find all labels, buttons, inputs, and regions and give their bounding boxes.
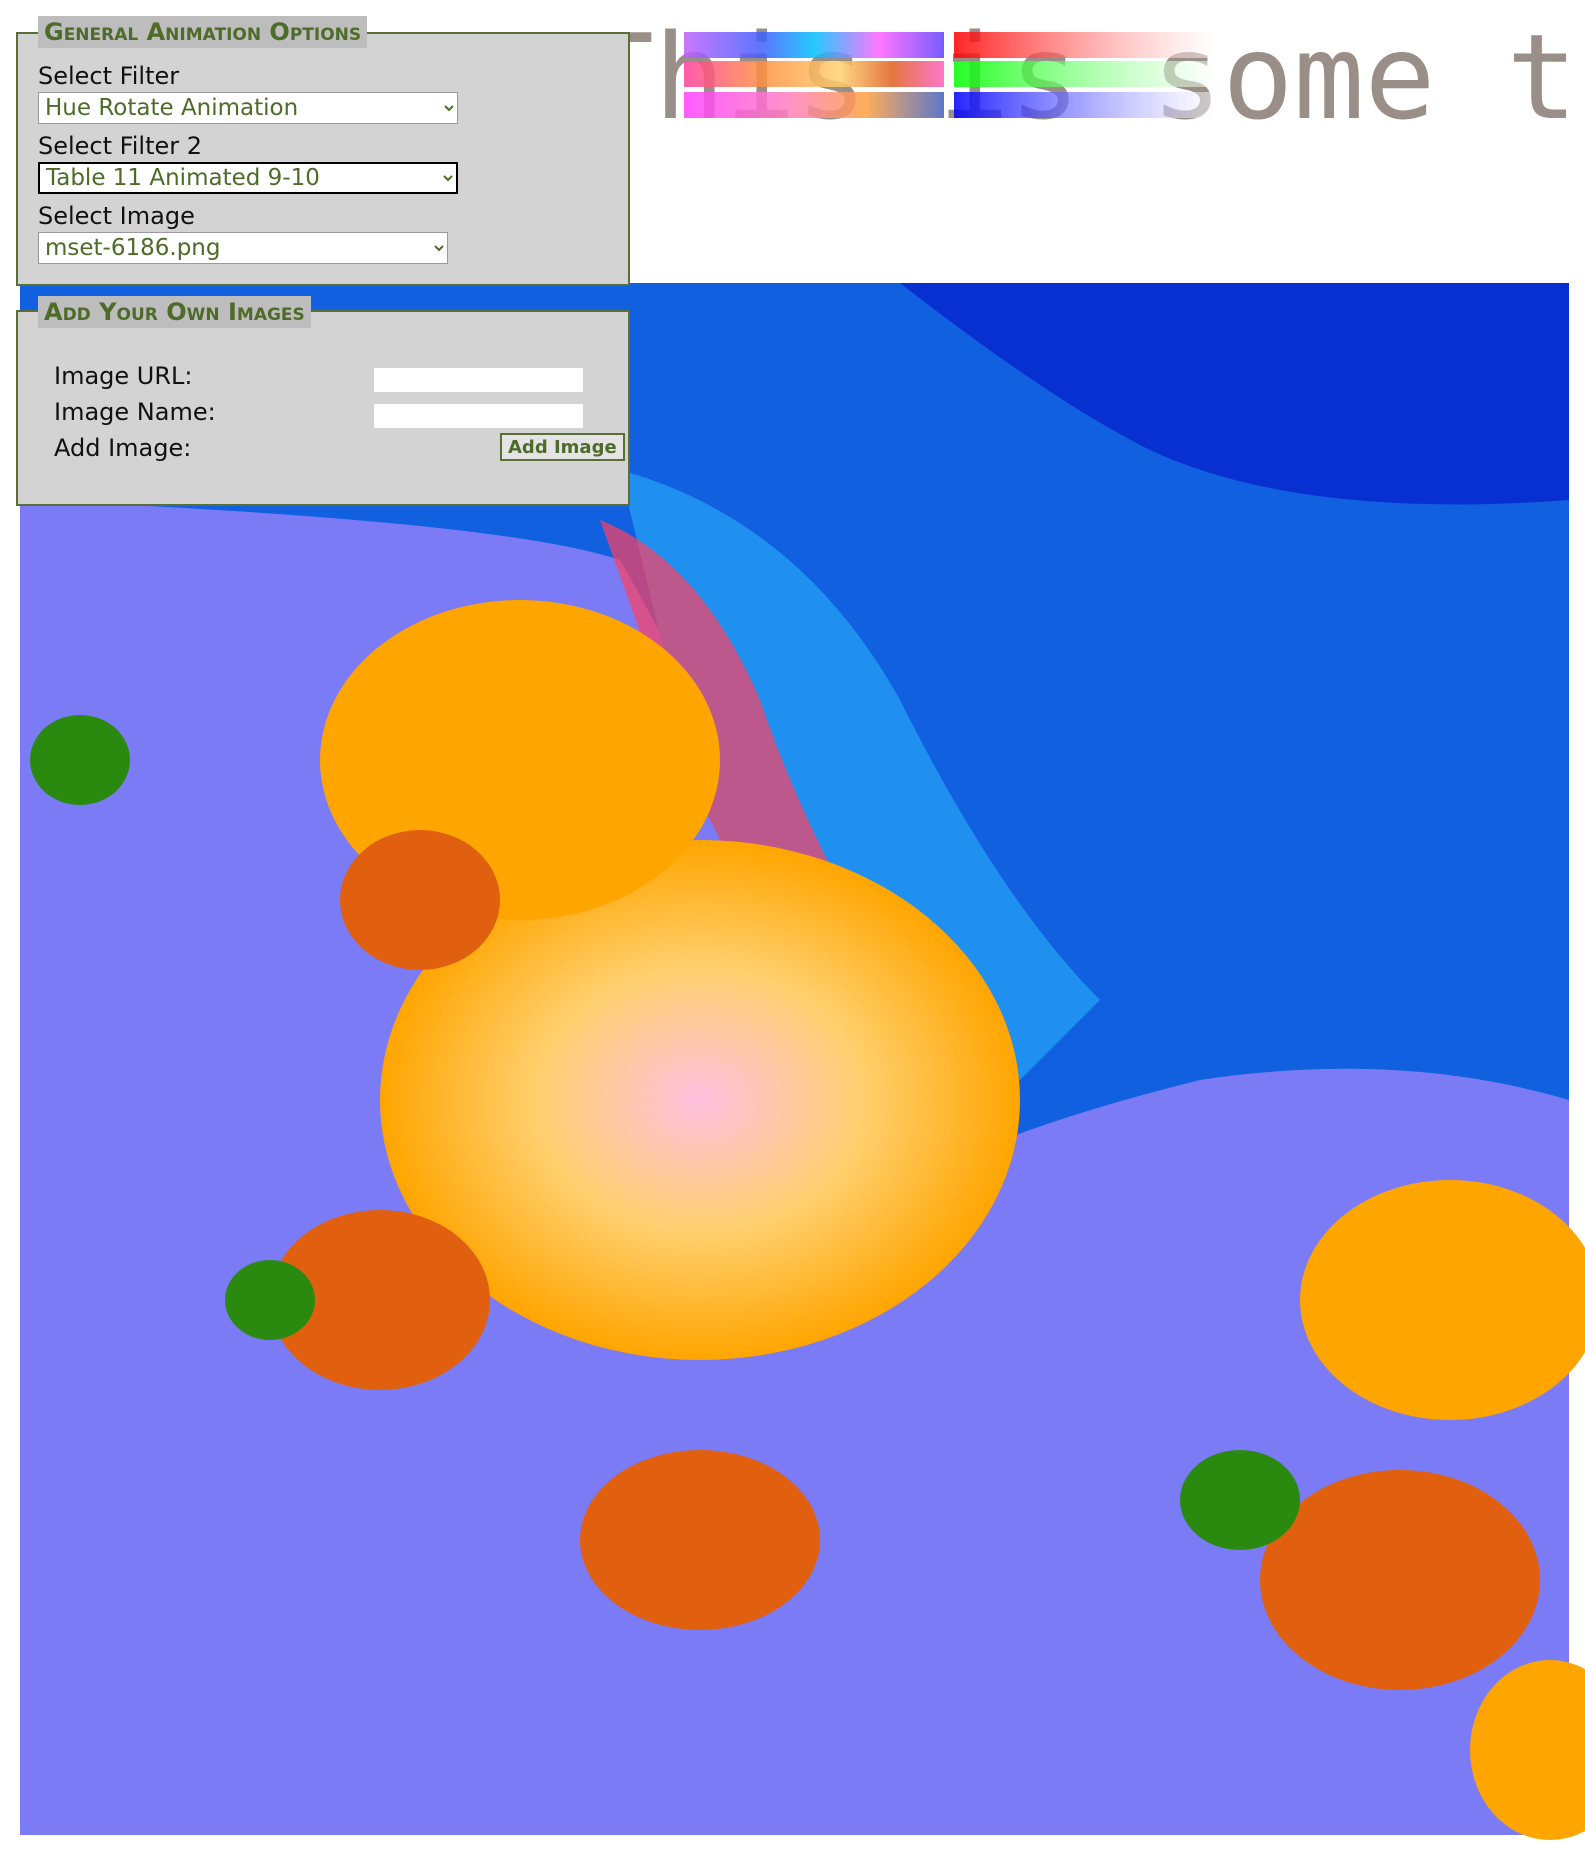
image-name-input[interactable] (374, 404, 583, 428)
panel-legend: Add Your Own Images (38, 296, 311, 328)
filter2-select[interactable]: Table 11 Animated 9-10 (38, 162, 458, 194)
panel-legend: General Animation Options (38, 16, 368, 48)
fractal-image (20, 283, 1585, 1840)
field-label: Add Image: (54, 434, 192, 462)
filter-select[interactable]: Hue Rotate Animation (38, 92, 458, 124)
image-url-input[interactable] (374, 368, 583, 392)
field-label: Image URL: (54, 362, 193, 390)
field-label: Select Filter 2 (38, 132, 203, 160)
general-options-panel: General Animation Options Select Filter … (16, 16, 630, 286)
color-strips (684, 32, 1215, 118)
field-label: Select Image (38, 202, 195, 230)
add-images-panel: Add Your Own Images Image URL: Image Nam… (16, 296, 630, 506)
image-select[interactable]: mset-6186.png (38, 232, 448, 264)
field-label: Image Name: (54, 398, 216, 426)
field-label: Select Filter (38, 62, 180, 90)
add-image-button[interactable]: Add Image (500, 433, 625, 461)
